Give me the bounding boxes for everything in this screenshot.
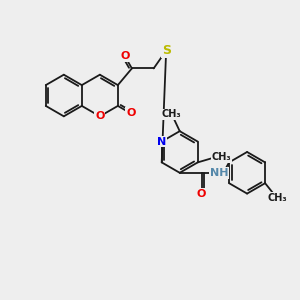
Text: CH₃: CH₃ xyxy=(267,193,287,203)
Text: O: O xyxy=(120,51,130,62)
Text: O: O xyxy=(95,111,104,121)
Text: CH₃: CH₃ xyxy=(162,109,182,119)
Text: CH₃: CH₃ xyxy=(212,152,231,162)
Text: O: O xyxy=(197,189,206,199)
Text: N: N xyxy=(157,136,166,147)
Text: NH: NH xyxy=(210,168,229,178)
Text: S: S xyxy=(162,44,171,57)
Text: O: O xyxy=(126,108,135,118)
